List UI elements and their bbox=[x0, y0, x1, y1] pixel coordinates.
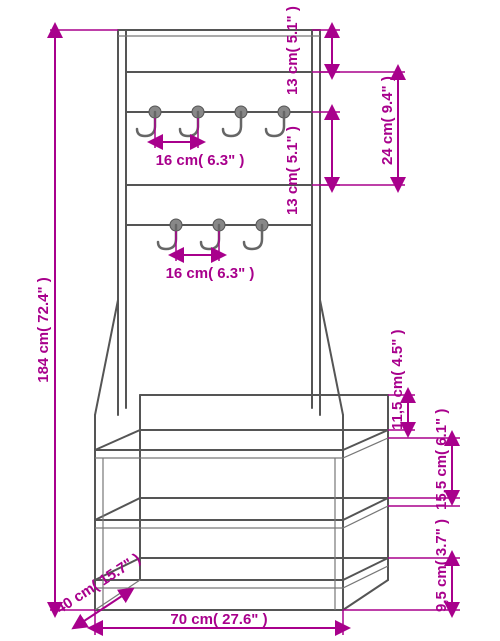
dim-width: 70 cm( 27.6" ) bbox=[95, 610, 343, 635]
dim-label: 16 cm( 6.3" ) bbox=[156, 152, 245, 169]
dim-backrest: 11,5 cm( 4.5" ) bbox=[388, 329, 415, 430]
dim-hook-spacing-top: 16 cm( 6.3" ) bbox=[155, 118, 244, 169]
dim-label: 24 cm( 9.4" ) bbox=[379, 76, 396, 165]
hooks-row-2 bbox=[158, 219, 268, 249]
dim-label: 9,5 cm( 3.7" ) bbox=[433, 519, 450, 612]
hooks-row-1 bbox=[137, 106, 290, 136]
furniture-outline bbox=[95, 30, 388, 610]
dim-hook-spacing-bottom: 16 cm( 6.3" ) bbox=[166, 231, 255, 282]
dim-label: 16 cm( 6.3" ) bbox=[166, 265, 255, 282]
dim-label: 70 cm( 27.6" ) bbox=[170, 611, 267, 628]
dim-label: 11,5 cm( 4.5" ) bbox=[389, 329, 406, 430]
dim-label: 184 cm( 72.4" ) bbox=[35, 277, 52, 383]
dim-height-total: 184 cm( 72.4" ) bbox=[35, 30, 118, 610]
dim-label: 15,5 cm( 6.1" ) bbox=[433, 409, 450, 510]
dim-label: 13 cm( 5.1" ) bbox=[284, 126, 301, 215]
dimensions: 184 cm( 72.4" ) 70 cm( 27.6" ) 40 cm( 15… bbox=[35, 6, 460, 635]
dim-label: 13 cm( 5.1" ) bbox=[284, 6, 301, 95]
